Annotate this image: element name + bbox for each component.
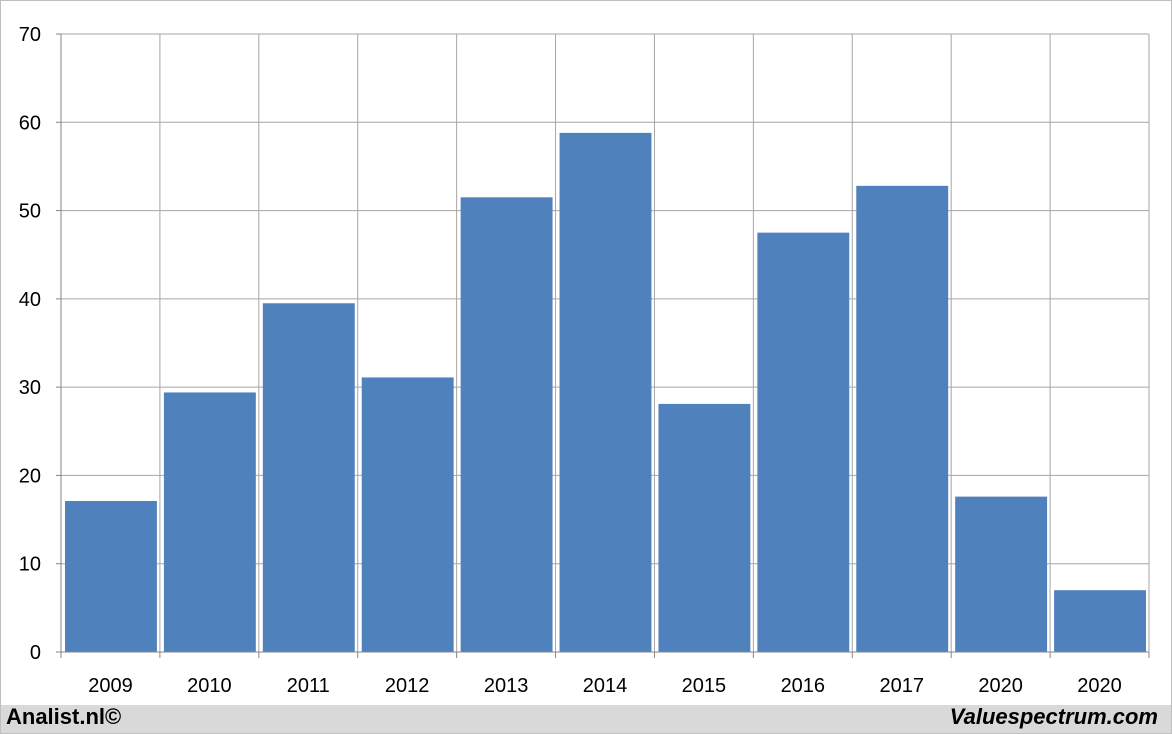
bar-2013-4 — [460, 197, 553, 653]
bar-2020-9 — [955, 496, 1048, 652]
bar-2016-7 — [757, 232, 850, 652]
y-tick-labels: 0 10 20 30 40 50 60 70 — [19, 24, 41, 664]
bar-2011-2 — [262, 303, 355, 652]
bar-2009-0 — [65, 501, 157, 652]
y-tick-label: 10 — [19, 554, 41, 576]
y-tick-label: 50 — [19, 201, 41, 223]
x-tick-label: 2009 — [88, 675, 133, 697]
y-tick-label: 70 — [19, 24, 41, 46]
footer-right-credit: Valuespectrum.com — [950, 704, 1158, 729]
x-tick-label: 2016 — [781, 675, 826, 697]
x-tick-label: 2010 — [187, 675, 232, 697]
bar-2020-10 — [1054, 590, 1146, 652]
x-tick-label: 2015 — [682, 675, 727, 697]
x-tick-label: 2012 — [385, 675, 430, 697]
bars — [65, 132, 1146, 653]
bar-2012-3 — [361, 377, 454, 652]
footer-left-credit: Analist.nl© — [6, 704, 121, 729]
x-tick-label: 2017 — [879, 675, 924, 697]
y-tick-label: 20 — [19, 465, 41, 487]
x-tick-label: 2013 — [484, 675, 529, 697]
bar-2017-8 — [856, 185, 949, 652]
y-tick-label: 40 — [19, 289, 41, 311]
x-tick-label: 2011 — [287, 675, 330, 697]
x-tick-label: 2020 — [1077, 675, 1122, 697]
y-tick-label: 60 — [19, 112, 41, 134]
y-tick-label: 0 — [30, 642, 41, 664]
bar-2010-1 — [163, 392, 256, 652]
y-tick-label: 30 — [19, 377, 41, 399]
x-tick-labels: 2009 2010 2011 2012 2013 2014 2015 2016 2017 2020… — [88, 675, 1122, 697]
bar-2014-5 — [559, 132, 652, 652]
axes — [56, 33, 1150, 658]
bar-2015-6 — [658, 403, 751, 652]
x-tick-label: 2014 — [583, 675, 628, 697]
x-tick-label: 2020 — [978, 675, 1023, 697]
